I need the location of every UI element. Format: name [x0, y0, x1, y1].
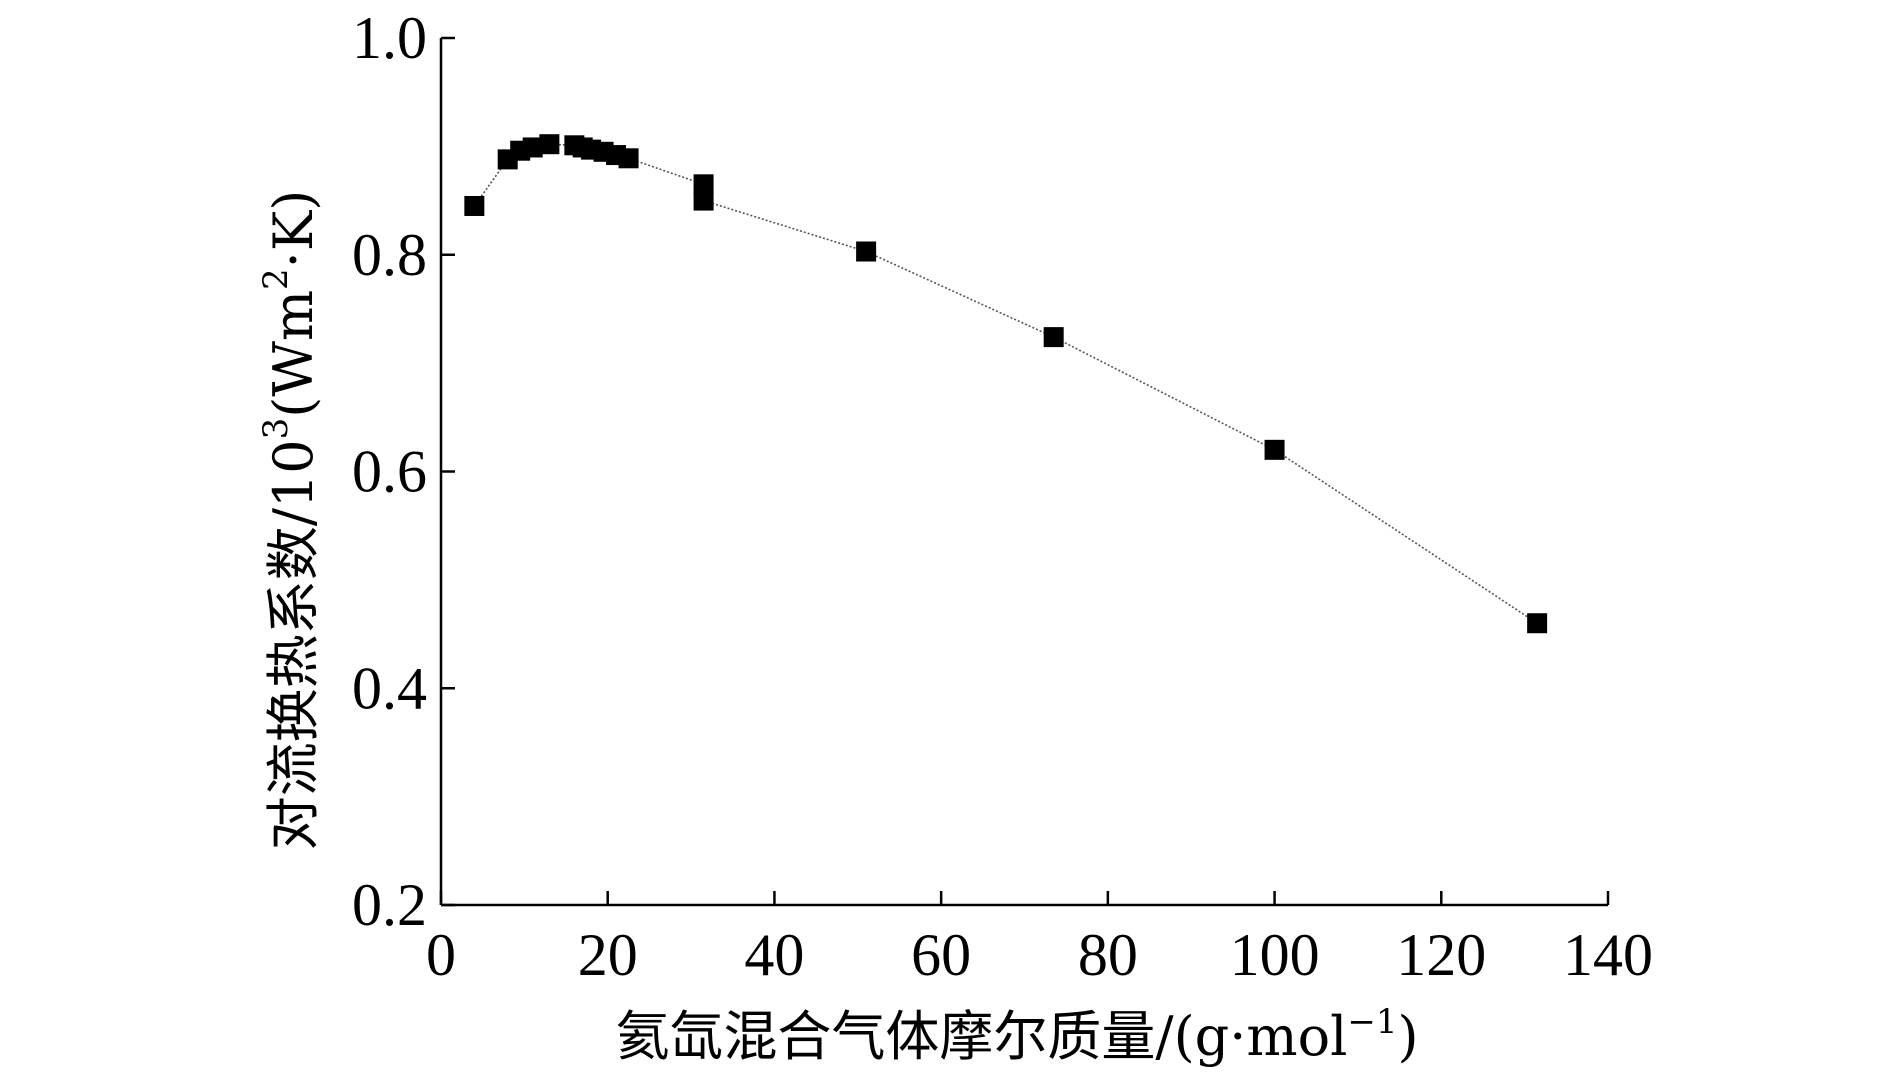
x-tick-label: 40: [744, 922, 804, 988]
x-tick-label: 60: [911, 922, 971, 988]
data-point: [693, 174, 714, 195]
data-point: [539, 134, 560, 155]
data-point: [1043, 327, 1064, 348]
y-tick-label: 0.2: [352, 872, 427, 938]
y-tick-label: 0.6: [352, 439, 427, 505]
x-axis-title: 氦氙混合气体摩尔质量/(g·mol−1): [615, 1002, 1418, 1068]
data-point: [856, 241, 877, 262]
data-point: [464, 195, 485, 216]
data-point: [1527, 613, 1548, 634]
y-tick-label: 0.4: [352, 655, 427, 721]
data-point: [693, 190, 714, 211]
data-point: [618, 148, 639, 169]
x-tick-label: 80: [1078, 922, 1138, 988]
x-tick-label: 20: [578, 922, 638, 988]
x-tick-label: 120: [1396, 922, 1486, 988]
series-line: [473, 143, 1538, 624]
x-tick-label: 140: [1563, 922, 1653, 988]
y-tick-label: 1.0: [352, 5, 427, 71]
series-layer: [464, 134, 1548, 634]
x-tick-label: 0: [426, 922, 456, 988]
x-tick-label: 100: [1230, 922, 1320, 988]
y-axis-title: 对流换热系数/103(Wm2·K): [256, 190, 325, 851]
data-point: [522, 137, 543, 158]
y-tick-label: 0.8: [352, 222, 427, 288]
axes: 0 20 40 60 80 100 120 140 0.2 0.4 0.6 0.8 1.0: [352, 5, 1653, 988]
data-point: [1264, 439, 1285, 460]
